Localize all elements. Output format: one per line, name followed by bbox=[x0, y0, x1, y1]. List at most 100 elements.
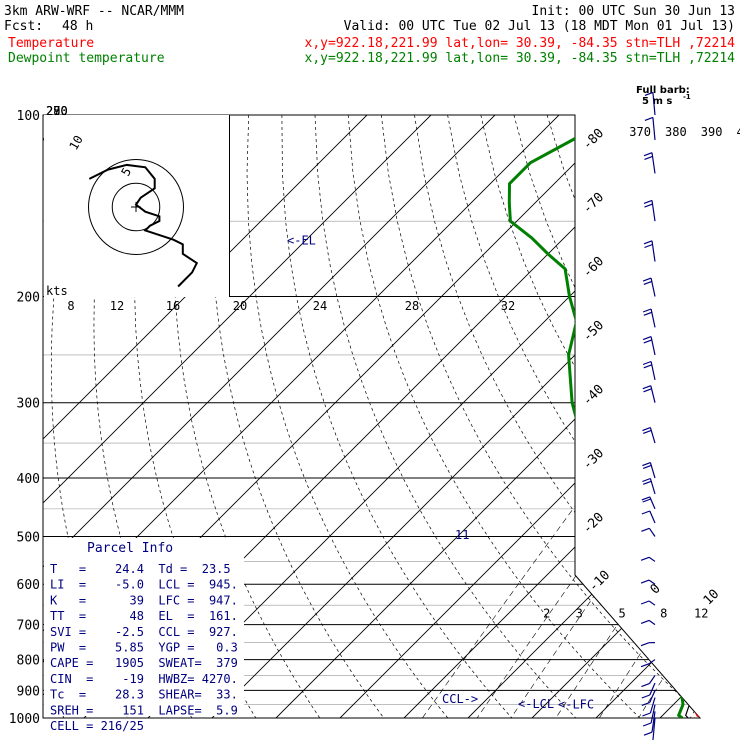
isotherm bbox=[724, 115, 740, 718]
isotherm-label: -60 bbox=[580, 254, 607, 281]
isotherm bbox=[211, 115, 700, 718]
wind-barb bbox=[640, 579, 656, 585]
fcst-value: 48 h bbox=[62, 19, 93, 34]
level-marker: <-EL bbox=[287, 234, 316, 248]
isotherm bbox=[659, 115, 700, 718]
wind-barb bbox=[641, 690, 656, 706]
wind-barb bbox=[642, 427, 656, 444]
barb-flag bbox=[642, 498, 651, 503]
mixing-ratio-line bbox=[638, 477, 700, 718]
parcel-info-row: SREH = 151 LAPSE= 5.9 bbox=[50, 703, 238, 717]
barb-flag bbox=[642, 360, 652, 366]
plot-frame bbox=[42, 114, 702, 719]
barb-staff bbox=[650, 385, 656, 403]
barb-staff bbox=[652, 92, 656, 116]
barb-staff bbox=[648, 600, 656, 606]
parcel-info-row: LI = -5.0 LCL = 945. bbox=[50, 578, 238, 592]
isotherm-label-group: -20 bbox=[580, 510, 607, 537]
barb-flag bbox=[643, 240, 653, 245]
mixing-ratio-line bbox=[422, 477, 596, 718]
hodograph-ring bbox=[111, 182, 161, 232]
dry-adiabat-label: 370 bbox=[629, 125, 651, 139]
barb-flag bbox=[644, 203, 653, 208]
wind-barb bbox=[642, 385, 656, 403]
dry-adiabat bbox=[414, 115, 700, 718]
parcel-info-row: TT = 48 EL = 161. bbox=[50, 609, 238, 623]
parcel-info-row: SVI = -2.5 CCL = 927. bbox=[50, 625, 238, 639]
barb-flag bbox=[641, 694, 651, 699]
isotherm bbox=[43, 115, 368, 718]
barb-staff bbox=[650, 336, 656, 356]
profiles bbox=[507, 115, 700, 718]
dry-adiabat bbox=[480, 115, 700, 718]
isotherm bbox=[467, 115, 700, 718]
parcel-info-row: T = 24.4 Td = 23.5 bbox=[50, 562, 231, 576]
isotherm bbox=[43, 115, 432, 718]
isotherm-label: 10 bbox=[701, 587, 723, 609]
barb-flag bbox=[644, 243, 653, 249]
barb-flag bbox=[641, 701, 651, 706]
mixing-ratio-top-label: 24 bbox=[313, 299, 327, 313]
parcel-info-title: Parcel Info bbox=[87, 541, 173, 556]
dry-adiabat bbox=[546, 115, 700, 718]
isotherm-label: 0 bbox=[648, 581, 664, 597]
barb-flag bbox=[640, 663, 650, 668]
isotherm-label-group: 10 bbox=[701, 587, 723, 609]
pressure-label: 800 bbox=[17, 654, 40, 669]
full-barb-legend: Full barb: 5 m s -1 bbox=[636, 85, 691, 107]
parcel-info-row: CIN = -19 HWBZ= 4270. bbox=[50, 672, 238, 686]
full-barb-title: Full barb: bbox=[636, 85, 690, 96]
barb-flag bbox=[641, 496, 651, 501]
dry-adiabat-label: 390 bbox=[701, 125, 723, 139]
barb-staff bbox=[651, 711, 656, 733]
barb-flag bbox=[644, 155, 653, 160]
wind-barb bbox=[642, 704, 656, 727]
mixing-ratio-top-label: 20 bbox=[233, 299, 247, 313]
barb-staff bbox=[651, 240, 656, 262]
theta-label: 280 bbox=[46, 104, 68, 118]
isotherm-label-group: -60 bbox=[580, 254, 607, 281]
mixing-ratio-line bbox=[733, 478, 740, 718]
wind-barb bbox=[640, 642, 656, 647]
barb-staff bbox=[652, 717, 656, 740]
mixing-ratio-line bbox=[555, 477, 700, 718]
isotherm-label-group: -30 bbox=[580, 446, 607, 473]
legend-temperature: Temperature bbox=[8, 36, 94, 51]
isotherm-label: -40 bbox=[580, 382, 607, 409]
barb-flag bbox=[642, 480, 652, 485]
wind-barb bbox=[642, 277, 656, 297]
mixing-ratio-line bbox=[476, 477, 646, 718]
barb-flag bbox=[643, 388, 652, 393]
wind-barb bbox=[643, 152, 656, 174]
barb-flag bbox=[643, 364, 653, 369]
barb-staff bbox=[650, 277, 656, 297]
isotherm-label-group: -40 bbox=[580, 382, 607, 409]
mixing-ratio-label: 5 bbox=[618, 607, 625, 621]
mixing-ratio-top-label: 16 bbox=[166, 299, 180, 313]
pressure-label: 200 bbox=[17, 291, 40, 306]
isotherm bbox=[403, 115, 700, 718]
theta-label: 270 bbox=[46, 104, 68, 118]
barb-flag bbox=[641, 683, 650, 688]
parcel-info-box bbox=[44, 538, 244, 716]
barb-staff bbox=[652, 117, 656, 141]
header: 3km ARW-WRF -- NCAR/MMM Init: 00 UTC Sun… bbox=[4, 4, 735, 66]
wind-barb bbox=[641, 682, 656, 699]
dry-adiabat bbox=[380, 115, 700, 718]
parcel-info-row: PW = 5.85 YGP = 0.3 bbox=[50, 641, 238, 655]
pressure-label: 700 bbox=[17, 619, 40, 634]
barb-flag bbox=[642, 385, 652, 390]
isotherm bbox=[595, 115, 700, 718]
mixing-ratio-top-label: 28 bbox=[405, 299, 419, 313]
barb-flag bbox=[642, 462, 651, 467]
barb-flag bbox=[642, 722, 652, 727]
dry-adiabat bbox=[613, 115, 700, 718]
wind-barb bbox=[644, 116, 656, 141]
dry-adiabat-label: 380 bbox=[665, 125, 687, 139]
barb-staff bbox=[651, 200, 656, 222]
legend-dewpoint: Dewpoint temperature bbox=[8, 51, 165, 66]
pressure-label: 100 bbox=[17, 109, 40, 124]
mixing-ratio-top-label: 8 bbox=[67, 299, 74, 313]
barb-staff bbox=[649, 510, 656, 524]
